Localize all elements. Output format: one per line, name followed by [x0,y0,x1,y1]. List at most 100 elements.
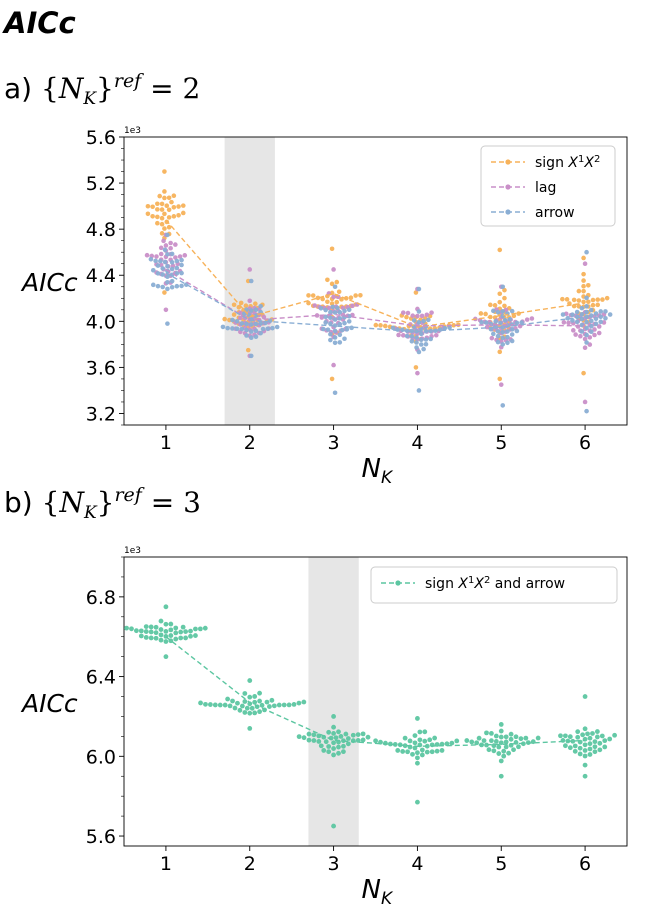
chart-a-point [416,309,422,314]
chart-a-point [332,317,338,322]
chart-b-point [222,702,228,708]
chart-a-point [336,289,342,295]
panel-b-label: b) {NK}ref = 3 [4,484,201,523]
chart-b-point [212,702,218,708]
chart-a-point [174,283,180,289]
chart-a-point [160,272,165,277]
chart-a-point [168,245,173,251]
chart-a-point [423,337,429,342]
chart-a-legend-name-math2: X [583,155,594,171]
chart-a-point [162,247,168,253]
chart-b-point [168,633,174,638]
chart-a-point [414,335,419,340]
chart-a-point [582,345,588,351]
chart-a-point [173,242,178,247]
chart-a-point [180,210,186,216]
chart-a-point [382,323,388,329]
chart-b-point [143,635,149,640]
chart-b-point [570,738,576,744]
chart-b-point [558,733,563,739]
chart-b-point [489,738,494,744]
chart-a-point [168,240,173,246]
chart-a-point [493,319,498,324]
chart-b-point [412,733,418,739]
chart-a-xlabel-sub: K [381,468,394,488]
chart-a-point [529,316,535,321]
chart-b-point [572,748,578,754]
chart-a-point [497,247,503,253]
chart-a-xlabel: NK [362,454,394,488]
chart-a-point [169,260,175,265]
chart-b-point [434,748,440,754]
chart-b-point [244,705,250,711]
chart-b-point [476,735,482,741]
chart-a-point [222,316,227,322]
chart-b-point [582,726,588,732]
chart-a-point [411,318,417,323]
chart-b-point [412,740,418,746]
chart-a-point [155,207,160,212]
chart-a-point [418,342,424,347]
chart-a-point [166,224,172,230]
chart-b-point [592,739,598,745]
chart-a-point [495,339,501,345]
chart-a-point [230,326,235,331]
chart-a-point [410,313,416,319]
chart-a-point [329,246,335,252]
panel-a-close-brace: } [96,72,114,105]
chart-b-point [419,747,425,753]
chart-a-point [586,282,591,288]
chart-b-xtick-label: 4 [411,853,423,875]
chart-b-point [148,629,154,635]
chart-a-point [511,313,517,319]
chart-b-legend-name-math2: X [473,576,484,592]
chart-a-point [418,337,424,343]
chart-b-point [355,732,361,737]
chart-b-point [503,739,509,745]
chart-b-point [301,735,307,741]
chart-a-point [581,278,586,283]
chart-a-point [584,249,589,255]
chart-b-point [387,741,393,747]
chart-b-point [321,748,327,753]
chart-a-point [234,326,240,332]
chart-a-point [493,324,498,330]
chart-a-point [349,325,354,331]
chart-b-point [242,691,248,696]
chart-a-point [598,309,604,314]
chart-b-point [331,823,336,829]
chart-a-series-line [165,272,586,333]
chart-b-point [257,690,262,696]
chart-b-point [333,735,339,741]
chart-a-point [157,193,162,199]
chart-a-legend-name-math: X [567,155,578,171]
chart-b-point [417,729,423,735]
chart-b-point [405,749,410,755]
chart-b-point [429,749,435,755]
chart-a-point [500,329,506,335]
chart-a-point [421,346,426,352]
chart-a-point [579,305,585,311]
chart-a-point [584,332,589,338]
chart-a-point [238,315,243,321]
chart-a-point [169,251,175,257]
chart-a-point [162,211,167,217]
chart-b-point [247,678,253,683]
chart-a-point [148,256,154,262]
chart-a-ytick-label: 3.6 [86,357,116,379]
chart-a-point [310,293,316,298]
chart-a-point [416,349,422,355]
chart-a-point [524,317,530,322]
chart-b-point [281,702,287,708]
chart-a-point [598,319,604,325]
chart-b-point [491,748,497,754]
chart-b-point [402,743,408,749]
chart-b-point [496,744,502,750]
chart-a-point [231,312,237,317]
chart-a-point [419,313,425,319]
chart-b-point [481,738,487,743]
chart-a-point [258,330,263,336]
chart-b-point [153,624,159,630]
chart-a-point [159,201,165,207]
